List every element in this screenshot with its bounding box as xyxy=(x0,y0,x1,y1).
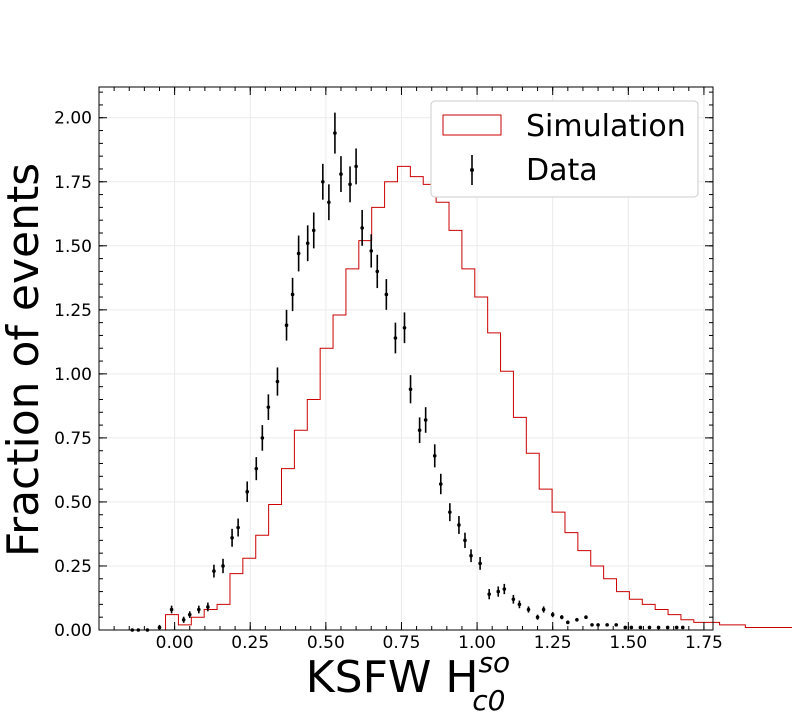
data-point-52 xyxy=(541,607,546,612)
data-point-47 xyxy=(502,587,507,591)
data-point-69 xyxy=(680,625,685,630)
data-point-22 xyxy=(311,228,316,233)
data-point-35 xyxy=(408,387,413,392)
data-point-5 xyxy=(181,617,186,622)
data-point-59 xyxy=(596,623,600,627)
simulation-histogram xyxy=(165,165,792,630)
legend-data-marker xyxy=(470,168,474,172)
data-point-6 xyxy=(187,612,192,617)
x-tick-label-2: 0.50 xyxy=(307,633,345,653)
data-point-43 xyxy=(469,553,473,558)
data-point-17 xyxy=(275,379,280,384)
data-point-9 xyxy=(212,569,216,573)
x-axis-label-main: KSFW H xyxy=(306,652,479,703)
legend-simulation-label: Simulation xyxy=(526,109,686,144)
data-point-49 xyxy=(517,602,522,607)
plot-frame xyxy=(98,86,714,631)
data-point-7 xyxy=(197,607,201,612)
y-tick-label-8: 2.00 xyxy=(54,109,92,129)
data-point-13 xyxy=(245,489,250,494)
x-tick-label-5: 1.25 xyxy=(534,633,572,653)
x-tick-label-4: 1.00 xyxy=(458,633,496,653)
simulation-step-line xyxy=(165,165,792,630)
data-point-12 xyxy=(236,525,240,530)
y-tick-label-2: 0.50 xyxy=(54,493,92,513)
data-point-32 xyxy=(384,292,389,297)
x-axis-label: KSFW Hso c0 xyxy=(306,646,510,717)
data-point-4 xyxy=(169,607,174,612)
x-tick-label-3: 0.75 xyxy=(383,633,421,653)
legend-simulation-swatch xyxy=(442,114,502,136)
data-point-42 xyxy=(463,538,467,543)
data-point-58 xyxy=(590,623,594,627)
y-tick-label-0: 0.00 xyxy=(54,621,92,641)
data-point-38 xyxy=(432,454,437,458)
data-point-37 xyxy=(423,418,428,422)
data-point-34 xyxy=(402,325,407,330)
legend: Simulation Data xyxy=(430,100,699,198)
x-tick-label-0: 0.00 xyxy=(156,633,194,653)
data-point-45 xyxy=(487,592,491,596)
data-point-61 xyxy=(614,623,619,627)
data-point-56 xyxy=(575,617,579,622)
data-point-26 xyxy=(339,172,343,176)
data-point-46 xyxy=(496,589,501,594)
data-point-16 xyxy=(266,405,271,409)
data-point-27 xyxy=(348,182,352,187)
legend-box xyxy=(430,100,699,198)
data-point-51 xyxy=(535,615,540,619)
y-axis-label: Fraction of events xyxy=(0,163,49,557)
data-point-29 xyxy=(360,226,364,230)
data-point-67 xyxy=(665,625,670,630)
x-axis-label-subscript: c0 xyxy=(472,684,505,717)
data-point-15 xyxy=(260,436,265,440)
data-point-30 xyxy=(369,249,374,253)
data-point-20 xyxy=(296,251,301,256)
tick-labels: 0.00 0.25 0.50 0.75 1.00 1.25 1.50 1.75 0.00 0.25… xyxy=(54,109,723,653)
data-point-39 xyxy=(438,482,443,486)
data-point-57 xyxy=(584,615,588,619)
data-point-40 xyxy=(448,510,452,514)
data-point-54 xyxy=(559,615,564,619)
data-point-64 xyxy=(638,625,643,630)
data-point-36 xyxy=(417,428,422,433)
y-tick-label-5: 1.25 xyxy=(54,301,92,321)
data-point-23 xyxy=(321,179,325,184)
data-point-44 xyxy=(478,561,482,566)
data-point-68 xyxy=(674,625,679,630)
data-point-10 xyxy=(221,564,225,568)
data-point-25 xyxy=(333,131,337,135)
data-point-41 xyxy=(457,523,461,527)
data-point-33 xyxy=(393,336,398,340)
ticks xyxy=(98,87,713,631)
data-point-24 xyxy=(327,200,331,205)
data-point-60 xyxy=(605,623,609,627)
x-tick-label-7: 1.75 xyxy=(685,633,723,653)
data-point-11 xyxy=(230,535,234,540)
y-tick-label-1: 0.25 xyxy=(54,557,92,577)
data-point-14 xyxy=(254,466,259,471)
legend-data-label: Data xyxy=(526,153,598,188)
x-axis-label-superscript: so xyxy=(478,646,510,679)
data-point-19 xyxy=(290,292,295,297)
x-tick-label-6: 1.50 xyxy=(609,633,647,653)
data-point-21 xyxy=(305,241,310,246)
data-point-62 xyxy=(623,625,628,630)
data-point-18 xyxy=(284,323,289,328)
y-tick-label-7: 1.75 xyxy=(54,173,92,193)
data-point-8 xyxy=(206,605,210,609)
data-point-53 xyxy=(550,612,555,617)
data-point-50 xyxy=(526,607,531,612)
data-point-63 xyxy=(629,625,634,630)
data-point-55 xyxy=(566,620,570,625)
y-tick-label-3: 0.75 xyxy=(54,429,92,449)
data-point-31 xyxy=(375,269,380,274)
data-point-28 xyxy=(354,164,358,169)
y-tick-label-6: 1.50 xyxy=(54,237,92,257)
x-tick-label-1: 0.25 xyxy=(231,633,269,653)
data-point-48 xyxy=(511,597,516,602)
y-tick-label-4: 1.00 xyxy=(54,365,92,385)
data-point-65 xyxy=(647,625,652,630)
